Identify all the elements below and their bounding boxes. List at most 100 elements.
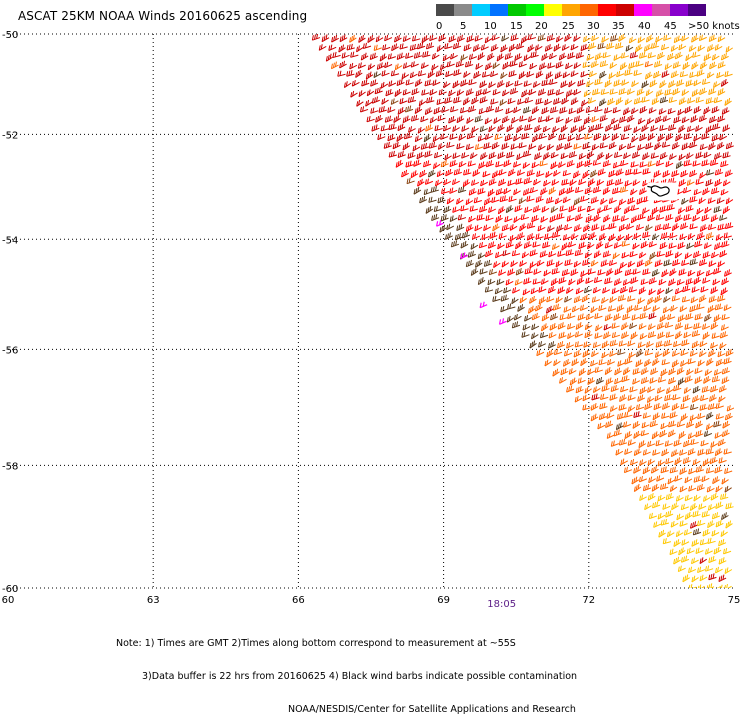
wind-barb xyxy=(675,52,682,59)
wind-barb xyxy=(610,62,617,68)
wind-barb xyxy=(694,251,701,258)
wind-barb xyxy=(722,241,730,247)
wind-barb xyxy=(491,71,498,77)
wind-barb xyxy=(643,231,651,237)
wind-barb xyxy=(638,118,645,124)
wind-barb xyxy=(679,125,686,132)
wind-barb xyxy=(598,43,606,49)
wind-barb xyxy=(584,341,591,347)
wind-barb xyxy=(631,216,638,223)
wind-barb xyxy=(461,241,468,248)
wind-barb xyxy=(392,44,399,51)
wind-barb xyxy=(598,169,605,176)
wind-barb xyxy=(522,133,530,139)
wind-barb xyxy=(474,197,482,203)
wind-barb xyxy=(472,97,479,104)
wind-barb xyxy=(574,261,581,267)
wind-barb xyxy=(612,332,620,338)
wind-barb xyxy=(726,349,733,356)
wind-barb xyxy=(686,278,693,285)
wind-barb xyxy=(514,314,521,320)
wind-barb xyxy=(648,441,655,447)
wind-barb xyxy=(643,208,650,214)
wind-barb xyxy=(421,116,428,122)
wind-barb xyxy=(418,42,426,48)
wind-barb xyxy=(475,225,482,231)
wind-barb xyxy=(574,224,581,231)
wind-barb xyxy=(583,404,591,410)
wind-barb xyxy=(478,52,485,59)
wind-barb xyxy=(657,475,664,481)
wind-barb xyxy=(700,172,707,178)
wind-barb xyxy=(689,45,696,51)
wind-barb xyxy=(662,70,669,77)
wind-barb xyxy=(519,71,526,78)
wind-barb xyxy=(684,332,691,338)
wind-barb xyxy=(692,35,699,42)
wind-barb xyxy=(722,377,729,384)
wind-barb xyxy=(599,359,607,365)
wind-barb xyxy=(473,169,480,176)
wind-barb xyxy=(663,349,670,356)
wind-barb xyxy=(661,466,669,472)
wind-barb xyxy=(655,295,662,302)
legend-swatch xyxy=(436,4,454,16)
wind-barb xyxy=(666,214,674,221)
flagged-barb xyxy=(461,252,468,258)
wind-barb xyxy=(572,306,579,312)
wind-barb xyxy=(546,171,553,177)
wind-barb xyxy=(658,377,666,383)
wind-barb xyxy=(570,179,577,185)
wind-barb xyxy=(512,321,520,328)
wind-barb xyxy=(696,179,704,185)
wind-barb xyxy=(530,296,537,303)
wind-barb xyxy=(648,161,655,167)
wind-barb xyxy=(713,123,721,129)
wind-barb xyxy=(685,477,692,483)
wind-barb xyxy=(619,224,626,231)
wind-barb xyxy=(520,223,527,231)
wind-barb xyxy=(663,538,671,544)
wind-barb xyxy=(538,116,546,122)
wind-barb xyxy=(548,89,556,95)
wind-barb xyxy=(414,52,422,58)
wind-barb xyxy=(605,278,613,284)
wind-barb xyxy=(531,288,538,294)
wind-barb xyxy=(519,61,526,67)
wind-barb xyxy=(631,277,638,284)
wind-barb xyxy=(710,457,717,464)
wind-barb xyxy=(511,34,519,40)
wind-barb xyxy=(632,477,639,484)
wind-barb xyxy=(704,107,711,114)
wind-barb xyxy=(374,45,382,51)
wind-barb xyxy=(515,279,522,285)
wind-barb xyxy=(660,206,668,213)
wind-barb xyxy=(625,449,632,455)
wind-barb xyxy=(621,386,629,392)
wind-barb xyxy=(616,169,623,176)
wind-barb xyxy=(450,160,457,167)
wind-barb xyxy=(493,89,500,95)
wind-barb xyxy=(523,289,530,295)
wind-barb xyxy=(395,64,402,70)
wind-barb xyxy=(700,404,708,410)
wind-barb xyxy=(694,106,701,113)
wind-barb xyxy=(376,115,383,122)
wind-barb xyxy=(636,224,643,230)
wind-barb xyxy=(507,151,515,157)
wind-barb xyxy=(424,160,432,167)
wind-barb xyxy=(486,160,494,167)
wind-barb xyxy=(499,269,506,275)
wind-barb xyxy=(471,268,478,275)
wind-barb xyxy=(624,421,631,427)
wind-barb xyxy=(594,251,601,258)
legend-label: 45 xyxy=(664,21,677,32)
wind-barb xyxy=(579,368,586,376)
wind-barb xyxy=(591,414,598,421)
wind-barb xyxy=(411,61,418,67)
wind-barb xyxy=(513,287,520,293)
wind-barb xyxy=(672,142,679,149)
wind-barb xyxy=(661,232,669,238)
wind-barb xyxy=(628,405,635,411)
wind-barb xyxy=(539,63,546,70)
